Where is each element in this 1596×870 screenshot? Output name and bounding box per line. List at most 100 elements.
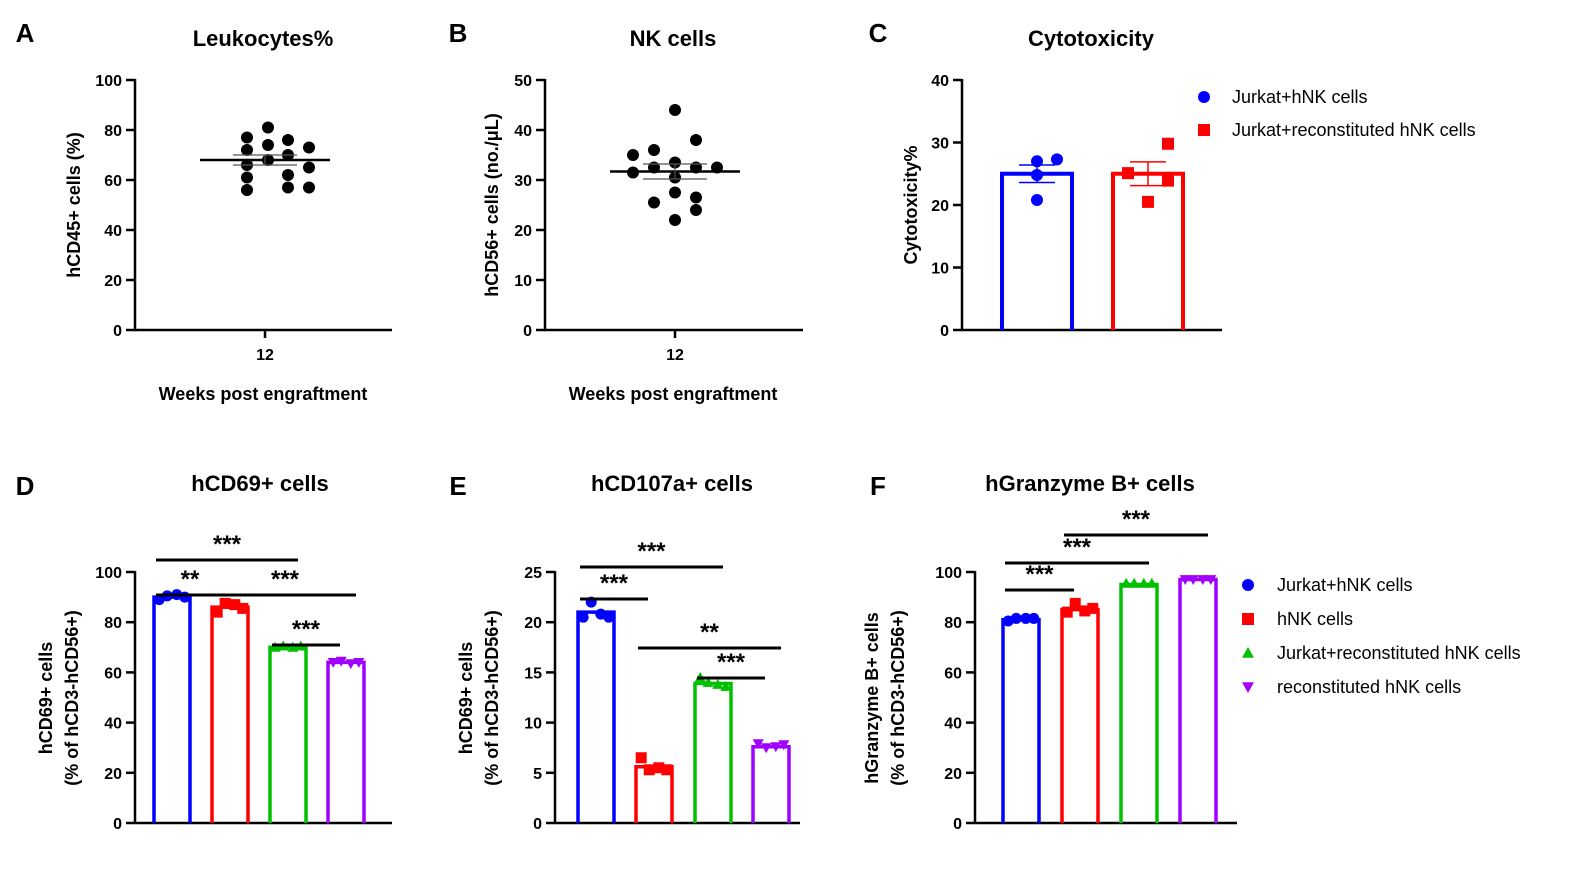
data-point [1061,606,1073,618]
data-point [1146,577,1158,588]
data-point [1205,575,1217,586]
x-axis-label: Weeks post engraftment [569,384,778,404]
data-point [627,149,639,161]
legend-marker [1242,647,1254,658]
y-axis-label: (% of hCD3-hCD56+) [888,610,908,786]
y-tick-label: 10 [514,273,532,290]
y-tick-label: 20 [104,766,122,783]
data-point [1031,169,1043,181]
y-tick-label: 80 [104,123,122,140]
y-tick-label: 100 [95,565,122,582]
data-point [712,678,724,689]
data-point [241,144,253,156]
data-point [303,141,315,154]
y-tick-label: 40 [944,716,962,733]
y-tick-label: 0 [113,323,122,340]
y-tick-label: 30 [931,136,949,153]
bar [1178,577,1218,823]
y-tick-label: 15 [524,665,542,682]
chart-title: Leukocytes% [193,26,334,51]
data-point [237,602,249,614]
legend-marker [1242,579,1254,591]
data-point [335,656,347,667]
bar [751,744,791,823]
data-point [1028,612,1040,624]
data-point [669,186,681,199]
significance-label: *** [1025,561,1054,588]
data-point [1079,605,1091,617]
data-point [1187,575,1199,586]
chart-title: hCD107a+ cells [591,471,753,496]
data-point [720,680,732,691]
data-point [653,762,665,774]
data-point [353,657,365,668]
y-tick-label: 80 [944,615,962,632]
data-point [1010,612,1022,624]
y-tick-label: 0 [523,323,532,340]
panel-letter: C [869,18,888,48]
chart-title: NK cells [630,26,717,51]
data-point [241,184,253,196]
y-tick-label: 20 [944,766,962,783]
legend-marker [1242,682,1254,693]
data-point [287,641,299,652]
legend-label: Jurkat+hNK cells [1277,575,1413,595]
y-axis-label: hCD69+ cells [456,642,476,755]
legend-label: reconstituted hNK cells [1277,677,1461,697]
y-tick-label: 10 [524,716,542,733]
data-point [1162,137,1174,150]
bar [1060,607,1100,823]
significance-label: ** [181,566,200,593]
significance-label: *** [213,531,242,558]
significance-label: *** [1063,534,1092,561]
data-point [669,104,681,116]
y-tick-label: 20 [104,273,122,290]
x-tick-label: 12 [666,347,684,364]
bar [1001,617,1041,823]
data-point [282,134,294,146]
y-tick-label: 40 [104,223,122,240]
data-point [760,743,772,754]
data-point [669,214,681,226]
legend-label: Jurkat+reconstituted hNK cells [1232,120,1476,140]
panel-letter: E [449,471,466,501]
significance-label: ** [700,619,719,646]
data-point [262,139,274,151]
data-point [1020,612,1032,624]
data-point [752,739,764,750]
data-point [603,611,615,623]
bar [576,610,616,823]
data-point [690,191,702,204]
data-point [669,156,681,169]
y-tick-label: 30 [514,173,532,190]
y-tick-label: 5 [533,766,542,783]
panel-letter: A [16,18,35,48]
data-point [1122,167,1134,180]
y-axis-label: Cytotoxicity% [901,145,921,264]
y-tick-label: 60 [104,665,122,682]
y-tick-label: 20 [931,198,949,215]
data-point [282,181,294,194]
legend-label: Jurkat+hNK cells [1232,87,1368,107]
data-point [179,591,191,603]
data-point [648,144,660,156]
significance-label: *** [1122,506,1151,533]
significance-label: *** [637,538,666,565]
bar [1119,582,1159,823]
data-point [648,196,660,209]
y-tick-label: 20 [524,615,542,632]
data-point [1138,577,1150,588]
bar [210,605,250,823]
data-point [1162,174,1174,187]
data-point [211,606,223,618]
y-tick-label: 80 [104,615,122,632]
legend-marker [1198,91,1210,103]
x-tick-label: 12 [256,347,274,364]
y-tick-label: 10 [931,261,949,278]
chart-title: Cytotoxicity [1028,26,1155,51]
data-point [303,181,315,194]
data-point [241,171,253,184]
y-tick-label: 40 [514,123,532,140]
data-point [327,657,339,668]
